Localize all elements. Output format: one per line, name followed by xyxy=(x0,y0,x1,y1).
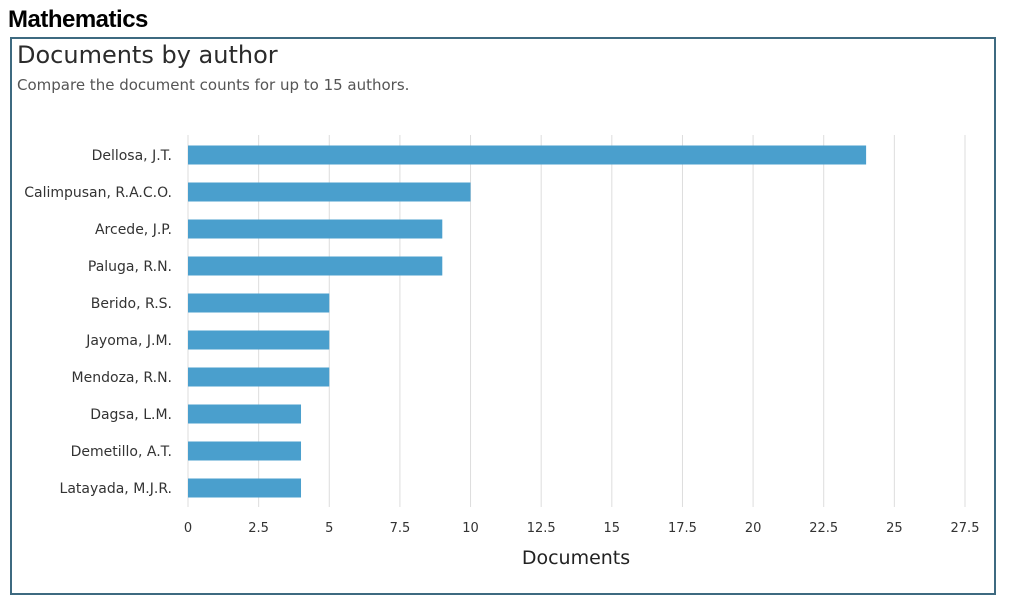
x-tick-label: 5 xyxy=(325,521,333,536)
chart-panel: Documents by author Compare the document… xyxy=(10,37,996,595)
x-tick-label: 17.5 xyxy=(668,521,697,536)
bar[interactable] xyxy=(188,293,330,313)
category-label: Berido, R.S. xyxy=(91,296,172,312)
bar[interactable] xyxy=(188,219,443,239)
x-tick-label: 20 xyxy=(745,521,762,536)
page-title: Mathematics xyxy=(8,6,148,33)
bar[interactable] xyxy=(188,145,867,165)
category-label: Calimpusan, R.A.C.O. xyxy=(24,185,172,201)
x-tick-label: 27.5 xyxy=(951,521,980,536)
bar[interactable] xyxy=(188,367,330,387)
category-label: Dellosa, J.T. xyxy=(92,148,172,164)
bar[interactable] xyxy=(188,404,302,424)
bar[interactable] xyxy=(188,182,471,202)
bar[interactable] xyxy=(188,330,330,350)
bar[interactable] xyxy=(188,478,302,498)
bar-layer xyxy=(188,145,867,498)
bar-chart: Dellosa, J.T. Calimpusan, R.A.C.O. Arcede,… xyxy=(24,135,980,569)
chart-subtitle: Compare the document counts for up to 15… xyxy=(17,76,410,94)
chart-title: Documents by author xyxy=(17,41,278,69)
x-axis-label: Documents xyxy=(522,547,630,569)
x-tick-label: 22.5 xyxy=(809,521,838,536)
category-label: Demetillo, A.T. xyxy=(71,444,172,460)
bar[interactable] xyxy=(188,441,302,461)
bar[interactable] xyxy=(188,256,443,276)
category-label: Dagsa, L.M. xyxy=(90,407,172,423)
x-tick-label: 10 xyxy=(462,521,479,536)
category-label: Latayada, M.J.R. xyxy=(60,481,172,497)
x-tick-label: 2.5 xyxy=(248,521,269,536)
x-tick-label: 15 xyxy=(604,521,621,536)
x-tick-label: 25 xyxy=(886,521,903,536)
category-label: Paluga, R.N. xyxy=(88,259,172,275)
x-tick-layer: 0 2.5 5 7.5 10 12.5 15 17.5 20 22.5 25 27.5 xyxy=(184,521,980,536)
x-tick-label: 7.5 xyxy=(390,521,411,536)
category-label: Mendoza, R.N. xyxy=(72,370,172,386)
category-label: Jayoma, J.M. xyxy=(85,333,172,349)
x-tick-label: 0 xyxy=(184,521,192,536)
category-label-layer: Dellosa, J.T. Calimpusan, R.A.C.O. Arcede,… xyxy=(24,148,172,497)
x-tick-label: 12.5 xyxy=(527,521,556,536)
category-label: Arcede, J.P. xyxy=(95,222,172,238)
